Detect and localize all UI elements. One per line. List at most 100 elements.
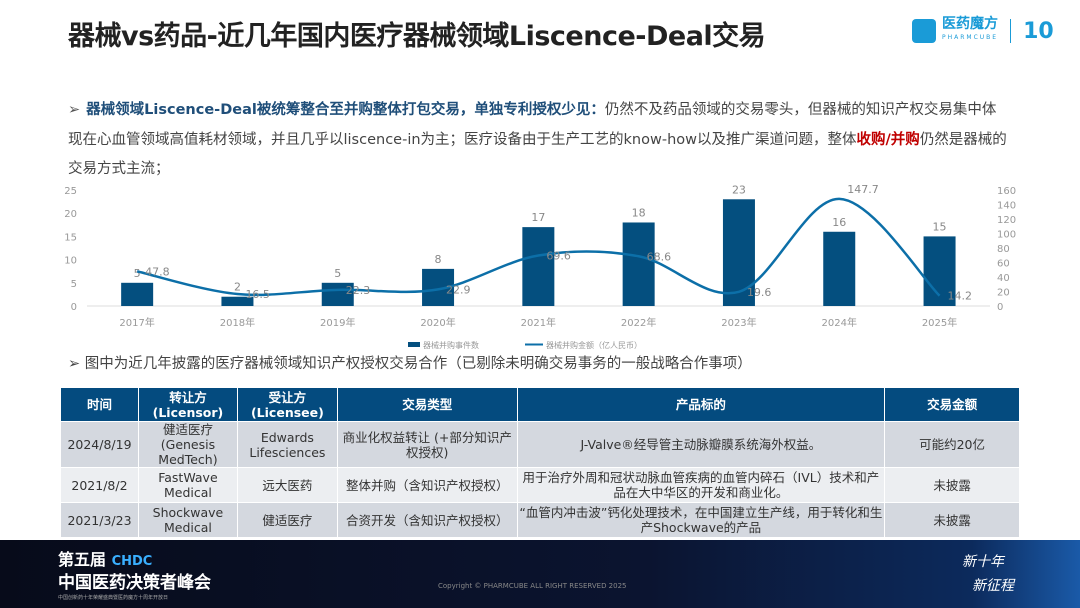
y-tick-left: 0 (71, 302, 77, 313)
bar-data-label: 2 (234, 281, 241, 294)
cell: 未披露 (884, 502, 1020, 538)
bar (823, 231, 856, 306)
bar-data-label: 5 (134, 267, 141, 280)
y-tick-right: 100 (997, 230, 1016, 241)
y-tick-right: 120 (997, 215, 1016, 226)
line-data-label: 68.6 (647, 250, 672, 263)
cell: 2021/8/2 (60, 467, 139, 503)
caption-text: 图中为近几年披露的医疗器械领域知识产权授权交易合作（已剔除未明确交易事务的一般战… (84, 356, 752, 372)
line-data-label: 14.2 (948, 290, 973, 303)
header-licensee: 受让方 (Licensee) (236, 387, 338, 422)
arrow-bullet-icon: ➢ (68, 356, 85, 372)
intro-highlight: 收购/并购 (856, 131, 920, 148)
line-data-label: 47.8 (145, 265, 170, 278)
intro-text: 仍然不及药品领域的交易零头，但器械的知识产权交易集中体现在心血管领域高值耗材领域… (68, 102, 997, 148)
cell: J-Valve®经导管主动脉瓣膜系统海外权益。 (516, 421, 886, 468)
x-tick-label: 2025年 (922, 316, 957, 329)
y-tick-right: 20 (997, 288, 1010, 299)
x-tick-label: 2018年 (220, 316, 255, 329)
cell: 商业化权益转让 (+部分知识产权授权) (336, 421, 518, 468)
y-tick-right: 40 (997, 273, 1010, 284)
cell: 合资开发（含知识产权授权） (336, 502, 518, 538)
cell: 远大医药 (236, 467, 338, 503)
cell: Shockwave Medical (137, 502, 238, 538)
intro-paragraph: ➢ 器械领域Liscence-Deal被统筹整合至并购整体打包交易，单独专利授权少… (68, 96, 1008, 185)
x-tick-label: 2024年 (822, 316, 857, 329)
bar-data-label: 23 (732, 183, 746, 196)
anniversary-badge: 10 (1023, 18, 1054, 44)
cell: 可能约20亿 (884, 421, 1020, 468)
y-tick-left: 25 (64, 186, 77, 197)
intro-bold: 器械领域Liscence-Deal被统筹整合至并购整体打包交易，单独专利授权少见… (86, 102, 605, 118)
y-tick-left: 20 (64, 209, 77, 220)
y-tick-right: 0 (997, 302, 1003, 313)
x-tick-label: 2017年 (119, 316, 154, 329)
header-amount: 交易金额 (884, 387, 1020, 422)
table-row: 2024/8/19 健适医疗 (Genesis MedTech) Edwards L… (60, 421, 1020, 468)
header-time: 时间 (60, 387, 139, 422)
bar (622, 222, 655, 306)
cell: Edwards Lifesciences (236, 421, 338, 468)
header-type: 交易类型 (336, 387, 518, 422)
legend-bar-label: 器械并购事件数 (423, 340, 479, 350)
y-tick-right: 160 (997, 186, 1016, 197)
line-data-label: 69.6 (546, 250, 571, 263)
header-licensor: 转让方 (Licensor) (137, 387, 238, 422)
x-tick-label: 2023年 (721, 316, 756, 329)
deals-table: 时间 转让方 (Licensor) 受让方 (Licensee) 交易类型 产品… (60, 387, 1020, 538)
pharmcube-logo: 医药魔方 PHARMCUBE 10 (912, 16, 1054, 44)
table-row: 2021/3/23 Shockwave Medical 健适医疗 合资开发（含知识产权… (60, 502, 1020, 538)
deal-chart: 05101520250204060801001201401602017年5201… (64, 183, 1016, 350)
table-caption: ➢ 图中为近几年披露的医疗器械领域知识产权授权交易合作（已剔除未明确交易事务的一… (68, 352, 752, 373)
copyright: Copyright © PHARMCUBE ALL RIGHT RESERVED… (438, 582, 627, 590)
y-tick-right: 140 (997, 201, 1016, 212)
bar (221, 296, 254, 306)
bar (121, 282, 154, 306)
cell: 健适医疗 (Genesis MedTech) (137, 421, 238, 468)
bar (722, 199, 755, 306)
footer-banner: 第五届 CHDC 中国医药决策者峰会 中国创新药十年荣耀盛典暨医药魔方十周年开放… (0, 540, 1080, 608)
cell: 用于治疗外周和冠状动脉血管疾病的血管内碎石（IVL）技术和产品在大中华区的开发和… (516, 467, 886, 503)
y-tick-left: 5 (71, 279, 77, 290)
x-tick-label: 2021年 (521, 316, 556, 329)
summit-tagline: 中国创新药十年荣耀盛典暨医药魔方十周年开放日 (58, 595, 169, 601)
line-data-label: 19.6 (747, 286, 772, 299)
bar-data-label: 15 (933, 220, 947, 233)
logo-sub: PHARMCUBE (942, 34, 999, 41)
line-data-label: 22.3 (346, 284, 371, 297)
chdc-logo: CHDC (111, 554, 153, 569)
bar-data-label: 5 (334, 267, 341, 280)
cell: 整体并购（含知识产权授权） (336, 467, 518, 503)
header-product: 产品标的 (516, 387, 886, 422)
x-tick-label: 2022年 (621, 316, 656, 329)
y-tick-left: 15 (64, 232, 77, 243)
bar-data-label: 16 (832, 216, 846, 229)
bar-data-label: 8 (435, 253, 442, 266)
bar (522, 227, 555, 306)
line-data-label: 16.5 (245, 288, 270, 301)
logo-text: 医药魔方 (942, 16, 998, 32)
cell: 健适医疗 (236, 502, 338, 538)
cube-logo-icon (912, 19, 936, 43)
line-data-label: 22.9 (446, 283, 471, 296)
table-row: 2021/8/2 FastWave Medical 远大医药 整体并购（含知识产权授权… (60, 467, 1020, 503)
y-tick-right: 80 (997, 244, 1010, 255)
x-tick-label: 2019年 (320, 316, 355, 329)
legend-line-label: 器械并购金额（亿人民币） (546, 340, 642, 350)
legend-bar-swatch (408, 342, 420, 347)
cell: 2021/3/23 (60, 502, 139, 538)
arrow-bullet-icon: ➢ (68, 102, 81, 118)
line-data-label: 147.7 (847, 183, 879, 196)
bar-data-label: 17 (531, 211, 545, 224)
bar-data-label: 18 (632, 206, 646, 219)
slogan-line-1: 新十年 (962, 554, 1004, 570)
cell: FastWave Medical (137, 467, 238, 503)
summit-name: 中国医药决策者峰会 (58, 573, 211, 593)
page-title: 器械vs药品-近几年国内医疗器械领域Liscence-Deal交易 (68, 21, 766, 52)
edition: 第五届 (58, 550, 107, 569)
cell: 2024/8/19 (60, 421, 139, 468)
intro-text-end: 仍然是器械的交易方式主流； (68, 131, 1007, 178)
cell: “血管内冲击波”钙化处理技术，在中国建立生产线，用于转化和生产Shockwave… (516, 502, 886, 538)
slogan-line-2: 新征程 (972, 578, 1014, 594)
y-tick-left: 10 (64, 256, 77, 267)
